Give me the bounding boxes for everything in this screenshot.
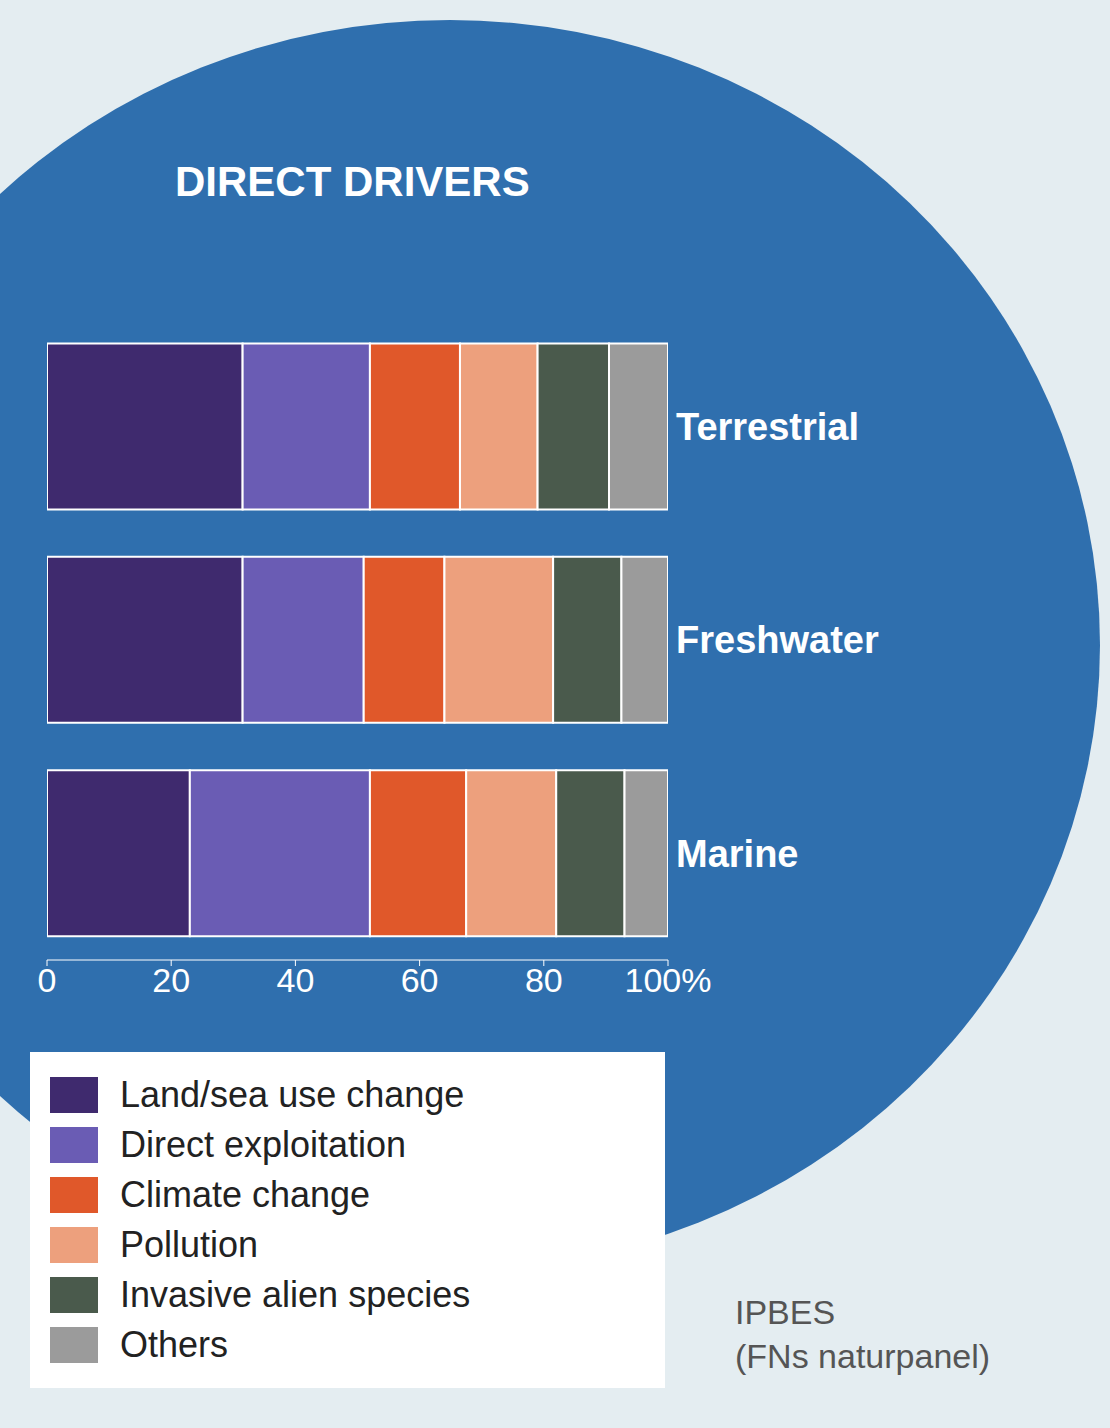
svg-text:100%: 100%: [625, 961, 712, 999]
svg-text:Marine: Marine: [676, 833, 798, 875]
svg-text:Terrestrial: Terrestrial: [676, 406, 859, 448]
html-text:Invasive alien species: Invasive alien species: [120, 1274, 471, 1315]
svg-text:Freshwater: Freshwater: [676, 619, 879, 661]
html-text:IPBES: IPBES: [735, 1293, 836, 1331]
html-text:Others: Others: [120, 1324, 228, 1365]
svg-text:80: 80: [525, 961, 563, 999]
html-text:(FNs naturpanel): (FNs naturpanel): [735, 1337, 991, 1375]
svg-text:0: 0: [38, 961, 57, 999]
html-text:Direct exploitation: Direct exploitation: [120, 1124, 407, 1165]
html-text:Land/sea use change: Land/sea use change: [120, 1074, 465, 1115]
svg-text:40: 40: [276, 961, 314, 999]
svg-text:20: 20: [152, 961, 190, 999]
svg-text:60: 60: [401, 961, 439, 999]
html-text:Climate change: Climate change: [120, 1174, 371, 1215]
html-text:Pollution: Pollution: [120, 1224, 259, 1265]
html-text:DIRECT DRIVERS: DIRECT DRIVERS: [175, 158, 530, 205]
